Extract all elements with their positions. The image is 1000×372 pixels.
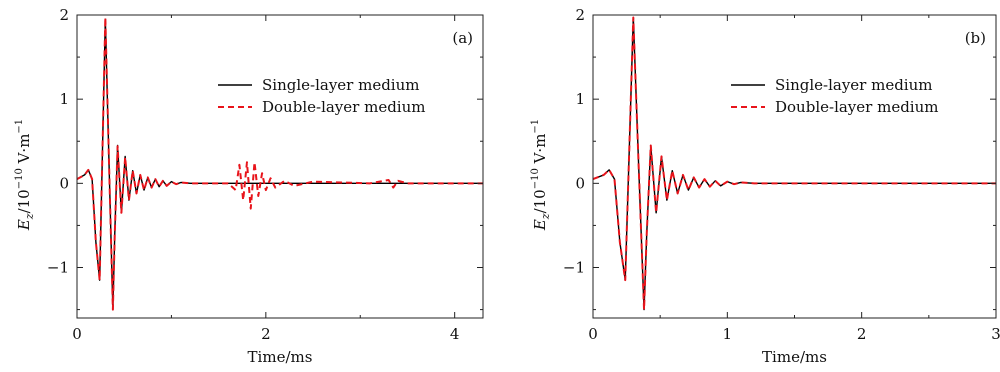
y-axis-label: Ez/10−10 V·m−1	[14, 119, 36, 231]
legend-label: Double-layer medium	[775, 98, 938, 116]
legend-label: Double-layer medium	[262, 98, 425, 116]
y-axis-label: Ez/10−10 V·m−1	[530, 119, 552, 231]
series-line-single-layer	[593, 16, 996, 311]
y-axis-label-part: −1	[530, 119, 541, 134]
x-tick-label: 0	[72, 325, 82, 343]
y-axis-label-part: z	[539, 213, 552, 220]
y-axis-label-part: −10	[14, 168, 25, 189]
y-axis-label-part: /10	[15, 189, 33, 213]
series-line-double-layer	[77, 16, 483, 311]
y-axis-label-part: E	[531, 219, 549, 231]
y-tick-label: −1	[563, 259, 585, 277]
series-line-double-layer	[593, 16, 996, 311]
panel-label: (b)	[965, 29, 986, 47]
panel-label: (a)	[452, 29, 473, 47]
series-line-single-layer	[77, 18, 483, 311]
x-tick-label: 4	[450, 325, 460, 343]
y-tick-label: 0	[575, 174, 585, 192]
x-axis-label: Time/ms	[762, 348, 827, 366]
y-axis-label-part: −1	[14, 119, 25, 134]
x-axis-label: Time/ms	[248, 348, 313, 366]
legend-label: Single-layer medium	[262, 76, 420, 94]
legend-label: Single-layer medium	[775, 76, 933, 94]
y-axis-label-part: /10	[531, 189, 549, 213]
x-tick-label: 2	[261, 325, 271, 343]
y-tick-label: 1	[59, 90, 69, 108]
y-axis-label-part: z	[23, 213, 36, 220]
x-tick-label: 0	[588, 325, 598, 343]
plot-frame	[592, 14, 997, 319]
y-tick-label: 0	[59, 174, 69, 192]
y-axis-label-part: V·m	[15, 134, 33, 169]
y-axis-label-part: V·m	[531, 134, 549, 169]
y-tick-label: 2	[59, 6, 69, 24]
y-tick-label: 2	[575, 6, 585, 24]
plot-frame	[76, 14, 484, 319]
y-axis-label-part: −10	[530, 168, 541, 189]
y-tick-label: 1	[575, 90, 585, 108]
y-axis-label-part: E	[15, 219, 33, 231]
x-tick-label: 2	[857, 325, 867, 343]
x-tick-label: 1	[723, 325, 733, 343]
y-tick-label: −1	[47, 259, 69, 277]
x-tick-label: 3	[991, 325, 1000, 343]
